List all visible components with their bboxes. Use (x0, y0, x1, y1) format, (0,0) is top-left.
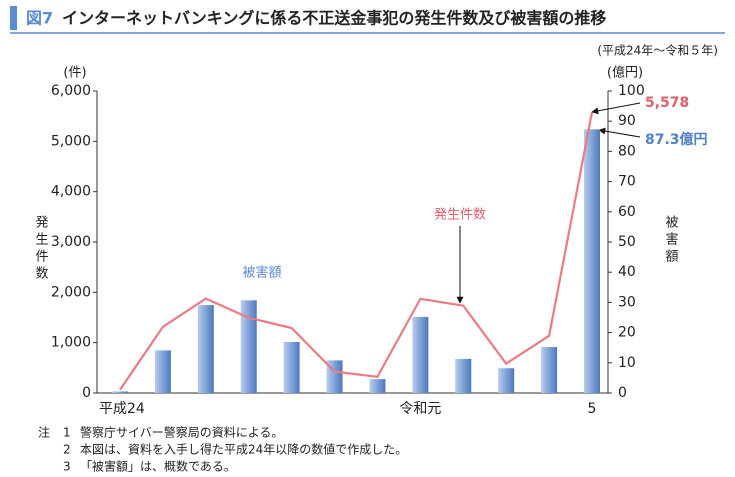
y2-tick-label: 80 (618, 143, 636, 159)
bar (541, 347, 558, 393)
bar (584, 129, 600, 393)
annotation-arrow (598, 127, 641, 138)
y2-tick-label: 30 (618, 294, 636, 310)
x-tick-label: 令和元 (399, 401, 441, 417)
y-tick-label: 6,000 (51, 83, 91, 99)
y2-tick-label: 20 (618, 325, 636, 341)
y-label: 発生件数 (33, 215, 49, 283)
note-text: 本図は、資料を入手し得た平成24年以降の数値で作成した。 (80, 442, 407, 457)
figure-label: 図7 (26, 9, 53, 28)
y2-unit: (億円) (607, 65, 643, 81)
y2-tick-label: 90 (618, 113, 636, 129)
bar (240, 300, 257, 393)
title-mark (10, 6, 17, 30)
bar (455, 358, 472, 393)
y-tick-label: 0 (82, 385, 91, 401)
subtitle: (平成24年～令和５年) (597, 43, 718, 58)
y2-tick-label: 40 (618, 264, 636, 280)
note-text: 警察庁サイバー警察局の資料による。 (80, 425, 283, 440)
bar-series-label: 被害額 (242, 265, 281, 281)
data-label: 5,578 (645, 95, 689, 111)
y2-tick-label: 0 (618, 385, 627, 401)
y2-tick-label: 10 (618, 355, 636, 371)
bar (498, 368, 515, 393)
y-tick-label: 1,000 (51, 335, 91, 351)
y2-tick-label: 70 (618, 174, 636, 190)
x-tick-label: 平成24 (99, 401, 145, 417)
y2-tick-label: 50 (618, 234, 636, 250)
y2-label: 被害額 (663, 215, 679, 266)
note-text: 「被害額」は、概数である。 (80, 459, 236, 474)
line-series-label: 発生件数 (434, 208, 486, 223)
y-tick-label: 2,000 (51, 284, 91, 300)
note-number: 2 (63, 443, 71, 457)
notes-label: 注 (38, 425, 50, 440)
annotation-arrow (591, 102, 641, 115)
y2-tick-label: 60 (618, 204, 636, 220)
y2-tick-label: 100 (618, 83, 645, 99)
bar (197, 305, 214, 393)
bar (412, 316, 429, 393)
bar (112, 391, 128, 393)
bar (283, 341, 300, 393)
x-tick-label: 5 (588, 401, 597, 417)
line (119, 112, 594, 391)
bar (369, 379, 386, 393)
y-tick-label: 3,000 (51, 234, 91, 250)
bar (154, 350, 171, 393)
note-number: 1 (63, 426, 71, 440)
note-number: 3 (63, 460, 71, 474)
y-tick-label: 5,000 (51, 133, 91, 149)
data-label: 87.3億円 (645, 131, 708, 148)
y-tick-label: 4,000 (51, 184, 91, 200)
y-unit: (件) (63, 66, 86, 81)
chart-title: インターネットバンキングに係る不正送金事犯の発生件数及び被害額の推移 (62, 9, 606, 28)
